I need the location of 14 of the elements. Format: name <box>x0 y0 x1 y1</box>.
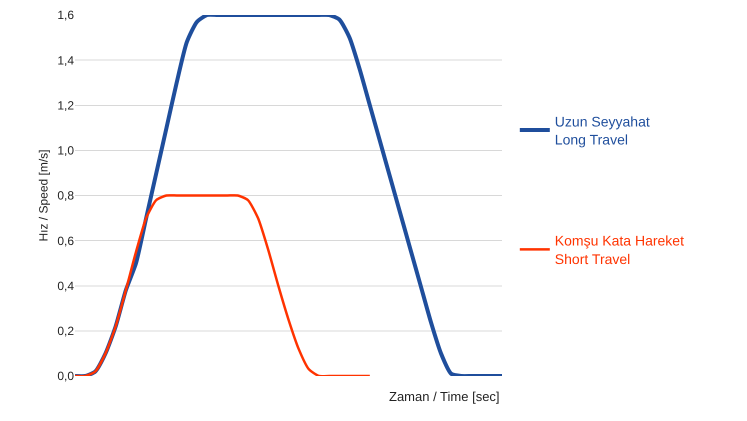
legend-label: Komşu Kata Hareket Short Travel <box>554 232 684 267</box>
y-tick-label: 0,6 <box>57 234 74 248</box>
y-tick-label: 1,4 <box>57 53 74 68</box>
y-tick-label: 1,6 <box>57 8 74 22</box>
y-tick-label: 1,0 <box>57 144 74 158</box>
y-tick-label: 0,4 <box>57 278 74 293</box>
line-series <box>75 194 372 376</box>
legend-label: Uzun Seyyahat Long Travel <box>554 113 650 148</box>
y-tick-label: 1,2 <box>57 98 74 112</box>
y-tick-label: 0,8 <box>57 188 74 203</box>
y-axis-title: Hız / Speed [m/s] <box>36 149 51 242</box>
x-axis-title: Zaman / Time [sec] <box>389 389 500 404</box>
y-tick-label: 0,2 <box>57 324 74 338</box>
y-tick-label: 0,0 <box>57 369 74 384</box>
